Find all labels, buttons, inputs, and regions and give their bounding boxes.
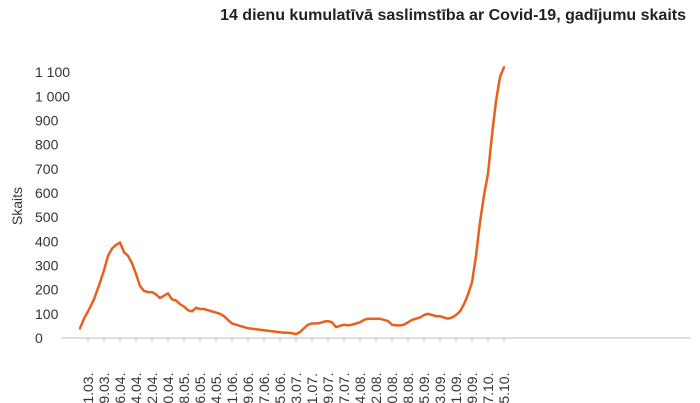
y-axis-label: Skaits [9,187,25,225]
x-tick-label: 22.04. [144,373,160,403]
y-tick-label: 500 [35,209,59,225]
x-tick-label: 05.09. [416,373,432,403]
x-tick-label: 24.05. [208,373,224,403]
x-tick-label: 20.08. [384,373,400,403]
y-tick-label: 100 [35,306,59,322]
x-tick-label: 13.09. [432,373,448,403]
x-tick-label: 01.06. [224,373,240,403]
x-tick-label: 06.04. [112,373,128,403]
x-tick-label: 15.10. [496,373,512,403]
y-tick-label: 900 [35,112,59,128]
x-tick-label: 03.07. [288,373,304,403]
x-tick-label: 30.04. [160,373,176,403]
y-tick-label: 800 [35,137,59,153]
x-tick-label: 29.09. [464,373,480,403]
y-tick-label: 700 [35,161,59,177]
y-tick-label: 0 [35,330,43,346]
x-tick-label: 29.03. [96,373,112,403]
x-tick-label: 09.06. [240,373,256,403]
x-tick-label: 28.08. [400,373,416,403]
x-tick-label: 25.06. [272,373,288,403]
series-line [78,66,506,336]
x-tick-label: 08.05. [176,373,192,403]
x-tick-label: 21.03. [80,373,96,403]
y-tick-label: 600 [35,185,59,201]
y-tick-label: 1 000 [35,88,70,104]
chart-title: 14 dienu kumulatīvā saslimstība ar Covid… [220,7,686,24]
x-tick-label: 04.08. [352,373,368,403]
x-tick-label: 11.07. [304,373,320,403]
x-tick-label: 12.08. [368,373,384,403]
y-tick-label: 300 [35,257,59,273]
y-tick-label: 1 100 [35,64,70,80]
x-tick-label: 16.05. [192,373,208,403]
x-tick-label: 21.09. [448,373,464,403]
x-tick-label: 27.07. [336,373,352,403]
x-tick-label: 19.07. [320,373,336,403]
x-tick-label: 07.10. [480,373,496,403]
x-tick-label: 14.04. [128,373,144,403]
y-tick-label: 200 [35,282,59,298]
y-tick-label: 400 [35,233,59,249]
x-tick-label: 17.06. [256,373,272,403]
